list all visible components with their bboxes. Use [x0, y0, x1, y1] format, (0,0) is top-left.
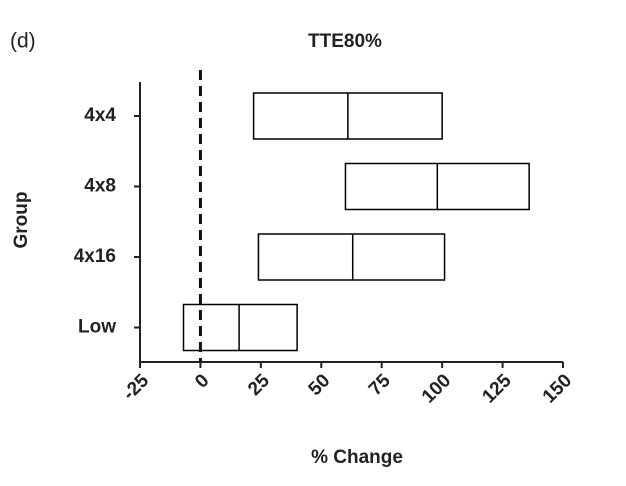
- x-tick-label: 0: [191, 370, 213, 392]
- panel-label: (d): [10, 30, 36, 53]
- x-tick-label: 150: [539, 370, 576, 407]
- y-tick-label: 4x4: [84, 105, 116, 126]
- x-tick-label: 25: [244, 370, 274, 400]
- y-tick-label: 4x16: [74, 246, 116, 267]
- x-tick-label: 100: [418, 370, 455, 407]
- y-tick-label: Low: [78, 317, 116, 338]
- chart-title: TTE80%: [308, 31, 382, 52]
- x-tick-label: -25: [119, 370, 154, 405]
- x-axis-label: % Change: [311, 447, 403, 468]
- x-tick-label: 75: [365, 370, 395, 400]
- y-axis-label: Group: [11, 192, 32, 249]
- x-tick-label: 125: [478, 370, 516, 408]
- x-tick-label: 50: [305, 370, 335, 400]
- y-tick-label: 4x8: [84, 176, 116, 197]
- range-box: [257, 233, 446, 281]
- range-box: [182, 303, 298, 352]
